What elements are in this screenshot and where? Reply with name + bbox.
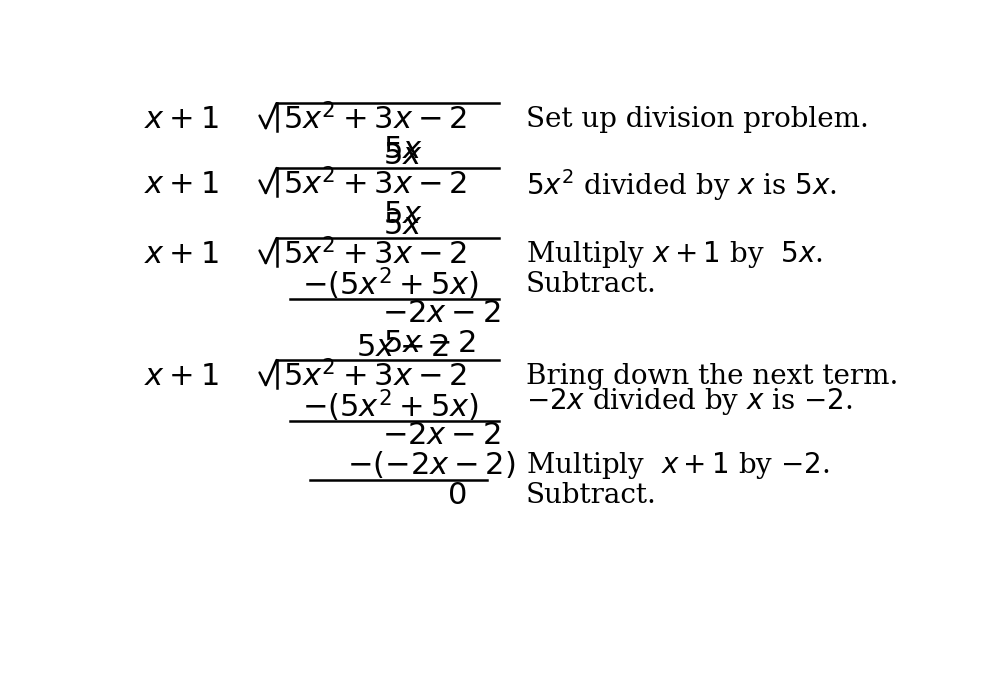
Text: $5x$: $5x$ [382,134,422,165]
Text: $x + 1$: $x + 1$ [143,104,218,135]
Text: $x + 1$: $x + 1$ [143,239,218,270]
Text: $-(5x^2 + 5x)$: $-(5x^2 + 5x)$ [303,266,479,303]
Text: $x + 1$: $x + 1$ [143,169,218,200]
Text: Bring down the next term.: Bring down the next term. [526,363,898,390]
Text: $5x^2 + 3x - 2$: $5x^2 + 3x - 2$ [283,104,467,136]
Text: Multiply  $x + 1$ by $-2$.: Multiply $x + 1$ by $-2$. [526,450,830,481]
Text: $5x - 2$: $5x - 2$ [382,328,476,359]
Text: $-(5x^2 + 5x)$: $-(5x^2 + 5x)$ [303,388,479,425]
Text: Subtract.: Subtract. [526,271,656,298]
Text: $5x$: $5x$ [382,210,422,241]
Text: Set up division problem.: Set up division problem. [526,106,869,133]
Text: Subtract.: Subtract. [526,481,656,508]
Text: $5x^2$ divided by $x$ is $5x$.: $5x^2$ divided by $x$ is $5x$. [526,166,837,203]
Text: $5x^2 + 3x - 2$: $5x^2 + 3x - 2$ [283,168,467,201]
Text: $-(-2x - 2)$: $-(-2x - 2)$ [348,450,516,481]
Text: $5x - 2$: $5x - 2$ [356,332,449,363]
Text: $5x^2 + 3x - 2$: $5x^2 + 3x - 2$ [283,361,467,393]
Text: $-2x - 2$: $-2x - 2$ [381,421,500,452]
Text: $5x$: $5x$ [382,140,422,171]
Text: $-2x - 2$: $-2x - 2$ [381,299,500,330]
Text: Multiply $x + 1$ by  $5x$.: Multiply $x + 1$ by $5x$. [526,239,823,270]
Text: $-2x$ divided by $x$ is $-2$.: $-2x$ divided by $x$ is $-2$. [526,386,853,417]
Text: $5x$: $5x$ [382,199,422,230]
Text: $x + 1$: $x + 1$ [143,361,218,392]
Text: $5x^2 + 3x - 2$: $5x^2 + 3x - 2$ [283,239,467,271]
Text: $0$: $0$ [447,479,466,510]
